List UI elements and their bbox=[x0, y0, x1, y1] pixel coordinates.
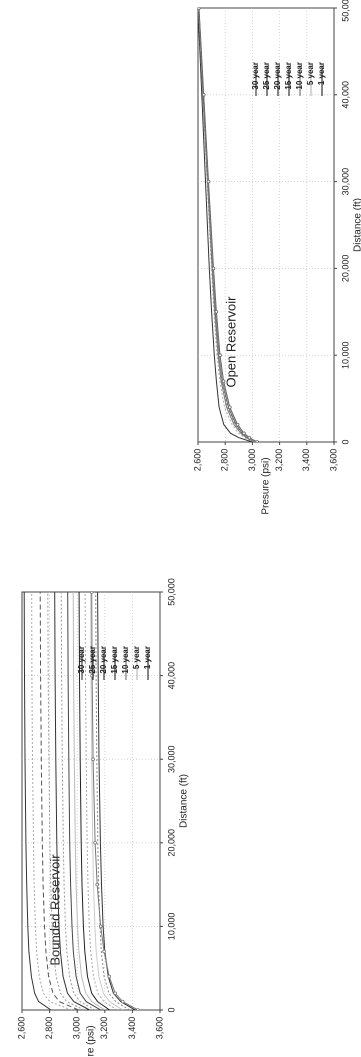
series-line bbox=[47, 592, 85, 1010]
y-axis-label: Presure (psi) bbox=[261, 457, 272, 514]
legend-label: 5 year bbox=[132, 646, 141, 669]
series-marker bbox=[206, 179, 211, 184]
series-line bbox=[67, 592, 101, 1010]
y-tick-label: 3,000 bbox=[72, 1017, 82, 1040]
series-marker bbox=[247, 435, 252, 440]
series-marker bbox=[93, 840, 97, 845]
y-tick-label: 3,400 bbox=[127, 1017, 137, 1040]
legend-label: 1 year bbox=[143, 646, 152, 669]
series-marker bbox=[91, 757, 95, 761]
series-line bbox=[23, 592, 52, 1010]
y-tick-label: 3,200 bbox=[99, 1017, 109, 1040]
x-tick-label: 30,000 bbox=[166, 745, 176, 773]
x-axis-label: Distance (ft) bbox=[179, 774, 190, 828]
series-line bbox=[39, 592, 79, 1010]
legend-label: 25 year bbox=[88, 646, 97, 674]
x-tick-label: 40,000 bbox=[340, 81, 350, 109]
series-line bbox=[198, 8, 255, 442]
series-marker bbox=[218, 353, 222, 358]
series-line bbox=[198, 8, 253, 442]
x-tick-label: 50,000 bbox=[340, 0, 350, 22]
series-marker bbox=[228, 405, 232, 410]
series-line bbox=[90, 592, 123, 1010]
y-tick-label: 3,400 bbox=[301, 449, 311, 472]
y-tick-label: 2,800 bbox=[44, 1017, 54, 1040]
series-group bbox=[23, 592, 140, 1010]
y-tick-label: 2,600 bbox=[16, 1017, 26, 1040]
x-tick-label: 10,000 bbox=[340, 341, 350, 369]
legend-label: 30 year bbox=[251, 62, 260, 90]
y-tick-label: 2,600 bbox=[192, 449, 202, 472]
series-group bbox=[198, 8, 259, 442]
series-marker bbox=[113, 991, 117, 996]
legend-label: 15 year bbox=[110, 646, 119, 674]
series-marker bbox=[102, 949, 106, 954]
y-axis-label: Presure (psi) bbox=[86, 1025, 97, 1057]
series-marker bbox=[95, 882, 100, 887]
series-marker bbox=[136, 1008, 140, 1010]
legend-label: 20 year bbox=[273, 62, 282, 90]
series-line bbox=[78, 592, 110, 1010]
legend-label: 30 year bbox=[77, 646, 86, 674]
series-line bbox=[31, 592, 72, 1010]
series-marker bbox=[98, 924, 103, 929]
y-tick-label: 3,600 bbox=[154, 1017, 164, 1040]
legend-label: 10 year bbox=[121, 646, 130, 674]
series-marker bbox=[107, 974, 112, 979]
series-marker bbox=[198, 8, 201, 10]
legend-label: 5 year bbox=[306, 62, 315, 85]
series-marker bbox=[221, 379, 226, 384]
y-tick-label: 3,600 bbox=[328, 449, 338, 472]
legend-label: 1 year bbox=[317, 62, 326, 85]
series-line bbox=[84, 592, 118, 1010]
series-line bbox=[95, 592, 130, 1010]
series-line bbox=[60, 592, 96, 1010]
series-marker bbox=[201, 93, 206, 97]
legend-label: 20 year bbox=[99, 646, 108, 674]
y-tick-label: 2,800 bbox=[220, 449, 230, 472]
legend-label: 25 year bbox=[262, 62, 271, 90]
y-tick-label: 3,000 bbox=[247, 449, 257, 472]
x-tick-label: 20,000 bbox=[166, 829, 176, 857]
x-axis-label: Distance (ft) bbox=[353, 198, 361, 252]
series-line bbox=[198, 8, 256, 442]
series-marker bbox=[235, 422, 240, 427]
series-marker bbox=[211, 266, 216, 271]
x-tick-label: 10,000 bbox=[166, 913, 176, 941]
chart-title: Open Reservoir bbox=[223, 296, 238, 388]
series-marker bbox=[214, 309, 219, 314]
x-tick-label: 40,000 bbox=[166, 662, 176, 690]
x-tick-label: 0 bbox=[340, 439, 350, 444]
y-tick-label: 3,200 bbox=[274, 449, 284, 472]
series-marker bbox=[89, 592, 94, 594]
x-tick-label: 0 bbox=[166, 1007, 176, 1012]
series-marker bbox=[120, 999, 125, 1004]
x-tick-label: 20,000 bbox=[340, 255, 350, 283]
chart-1: 0 10,000 20,000 30,000 40,000 50,000 2,600 2,80… bbox=[16, 578, 189, 1057]
series-marker bbox=[242, 431, 246, 436]
chart-title: Bounded Reservoir bbox=[47, 854, 62, 966]
x-tick-label: 30,000 bbox=[340, 168, 350, 196]
chart-2: 0 10,000 20,000 30,000 40,000 50,000 2,600 2,80… bbox=[192, 0, 361, 515]
series-marker bbox=[255, 440, 259, 442]
legend-label: 10 year bbox=[295, 62, 304, 90]
series-line bbox=[97, 592, 136, 1010]
series-line bbox=[54, 592, 90, 1010]
series-line bbox=[72, 592, 106, 1010]
x-tick-label: 50,000 bbox=[166, 578, 176, 606]
legend-label: 15 year bbox=[284, 62, 293, 90]
